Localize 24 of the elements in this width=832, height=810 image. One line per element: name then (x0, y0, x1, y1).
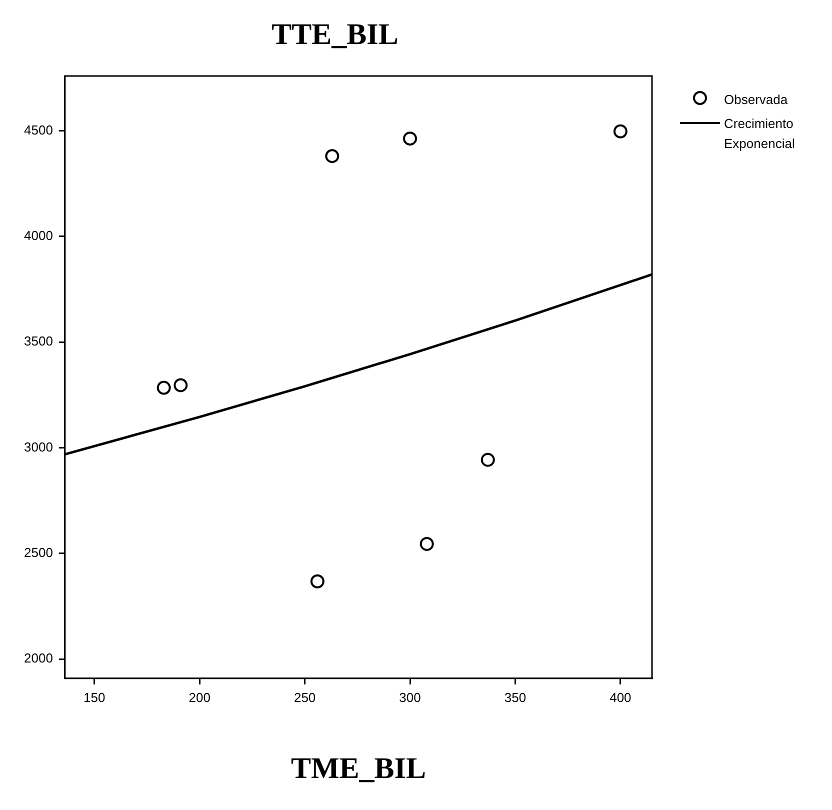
chart-title: TTE_BIL (272, 18, 398, 51)
legend-label: Crecimiento Exponencial (724, 115, 796, 153)
y-tick-label: 2500 (24, 545, 53, 560)
x-tick-label: 300 (399, 690, 421, 705)
point (420, 536, 434, 551)
y-tick-label: 4500 (24, 122, 53, 138)
y-tick-label: 3500 (24, 334, 53, 349)
point (613, 124, 628, 138)
point (480, 452, 495, 467)
y-tick-label: 3000 (24, 439, 53, 454)
legend-label: Observada (724, 91, 789, 109)
x-tick-label: 250 (294, 690, 316, 705)
y-tick-label: 2000 (24, 650, 53, 666)
x-tick-label: 200 (188, 690, 210, 705)
point (403, 132, 418, 146)
point (325, 149, 340, 164)
x-axis-title: TME_BIL (290, 752, 426, 785)
y-tick-label: 4000 (24, 228, 53, 244)
point (156, 380, 171, 395)
point (310, 574, 324, 588)
point (174, 378, 188, 392)
x-tick-label: 400 (610, 690, 632, 705)
x-tick-label: 150 (84, 690, 106, 705)
x-tick-label: 350 (504, 690, 526, 705)
